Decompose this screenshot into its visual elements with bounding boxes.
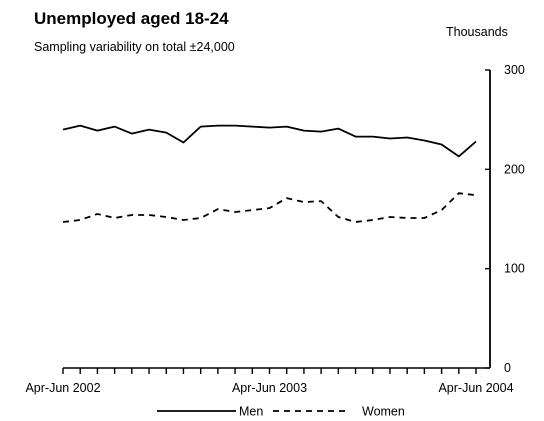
legend-label-men: Men (239, 405, 263, 419)
y-tick-label: 0 (504, 361, 511, 375)
legend: Men Women (157, 405, 405, 419)
legend-label-women: Women (362, 405, 405, 419)
series-lines (62, 124, 477, 223)
chart-title: Unemployed aged 18-24 (34, 9, 229, 28)
y-tick-label: 200 (504, 162, 525, 176)
x-tick-label: Apr-Jun 2002 (25, 381, 100, 395)
y-tick-label: 300 (504, 63, 525, 77)
x-tick-label: Apr-Jun 2004 (438, 381, 513, 395)
y-axis-unit-label: Thousands (446, 25, 508, 39)
x-tick-label: Apr-Jun 2003 (232, 381, 307, 395)
tick-labels: 0 100 200 300 Apr-Jun 2002 Apr-Jun 2003 Apr-Ju… (25, 63, 524, 395)
chart-subtitle: Sampling variability on total ±24,000 (34, 40, 235, 54)
y-tick-label: 100 (504, 262, 525, 276)
series-line-women (62, 192, 477, 223)
series-line-men (62, 124, 477, 158)
axes (62, 69, 491, 374)
